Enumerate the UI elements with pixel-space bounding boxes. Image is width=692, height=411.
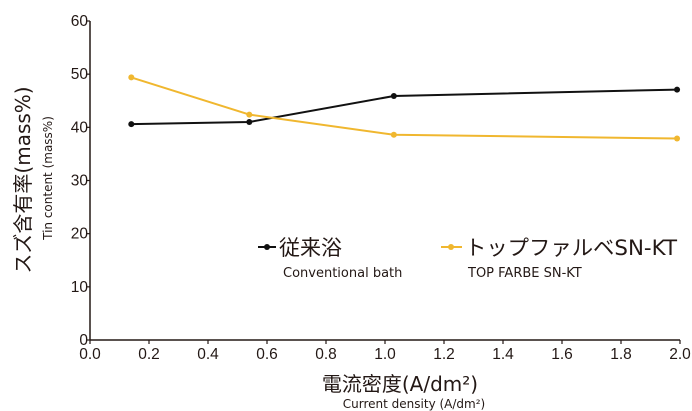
x-tick-label: 0.2 — [138, 346, 160, 363]
data-point-topfarbe — [128, 74, 135, 81]
x-tick-label: 1.4 — [492, 346, 514, 363]
x-tick-label: 0.8 — [315, 346, 337, 363]
y-tick-label: 60 — [71, 13, 89, 30]
x-tick-label: 0.4 — [197, 346, 219, 363]
y-axis-title: スズ含有率(mass%) Tin content (mass%) — [11, 86, 55, 273]
data-point-topfarbe — [246, 111, 253, 118]
series-line-conventional — [131, 88, 678, 126]
y-axis-label: スズ含有率(mass%) — [11, 86, 35, 273]
x-tick-label: 0.6 — [256, 346, 278, 363]
legend-label-conventional: 従来浴 — [279, 236, 342, 260]
y-tick-label: 30 — [71, 173, 89, 190]
legend-item-topfarbe: トップファルベSN-KT TOP FARBE SN-KT — [441, 236, 677, 281]
legend-sublabel-topfarbe: TOP FARBE SN-KT — [467, 266, 582, 281]
x-axis-title: 電流密度(A/dm²) Current density (A/dm²) — [322, 372, 485, 411]
data-point-conventional — [246, 119, 253, 126]
y-tick-label: 0 — [79, 332, 88, 349]
legend: 従来浴 Conventional bath トップファルベSN-KT TOP F… — [258, 236, 677, 281]
x-ticks: 0.0 0.2 0.4 0.6 0.8 1.0 1.2 1.4 1.6 1.8 2.0 — [79, 340, 691, 363]
y-tick-label: 40 — [71, 119, 89, 136]
series-line-topfarbe — [130, 76, 678, 140]
x-axis-sublabel: Current density (A/dm²) — [343, 397, 485, 411]
x-tick-label: 1.6 — [551, 346, 573, 363]
data-point-conventional — [128, 121, 135, 128]
x-axis-label: 電流密度(A/dm²) — [322, 372, 478, 396]
y-ticks: 0 10 20 30 40 50 60 — [71, 13, 90, 349]
legend-label-topfarbe: トップファルベSN-KT — [465, 236, 677, 260]
legend-item-conventional: 従来浴 Conventional bath — [258, 236, 402, 281]
data-point-conventional — [390, 92, 397, 99]
axes — [89, 21, 680, 341]
y-tick-label: 10 — [71, 279, 89, 296]
x-tick-label: 1.0 — [374, 346, 396, 363]
x-tick-label: 0.0 — [79, 346, 101, 363]
data-point-topfarbe — [674, 135, 681, 142]
x-tick-label: 1.2 — [433, 346, 455, 363]
legend-swatch-dot-topfarbe — [448, 244, 454, 250]
data-point-topfarbe — [390, 131, 397, 138]
x-tick-label: 2.0 — [669, 346, 691, 363]
legend-sublabel-conventional: Conventional bath — [283, 266, 402, 281]
y-tick-label: 20 — [71, 226, 89, 243]
data-point-conventional — [674, 86, 681, 93]
series-layer — [128, 74, 681, 142]
y-tick-label: 50 — [71, 66, 89, 83]
y-axis-sublabel: Tin content (mass%) — [41, 116, 55, 241]
legend-swatch-dot-conventional — [264, 244, 270, 250]
x-tick-label: 1.8 — [610, 346, 632, 363]
